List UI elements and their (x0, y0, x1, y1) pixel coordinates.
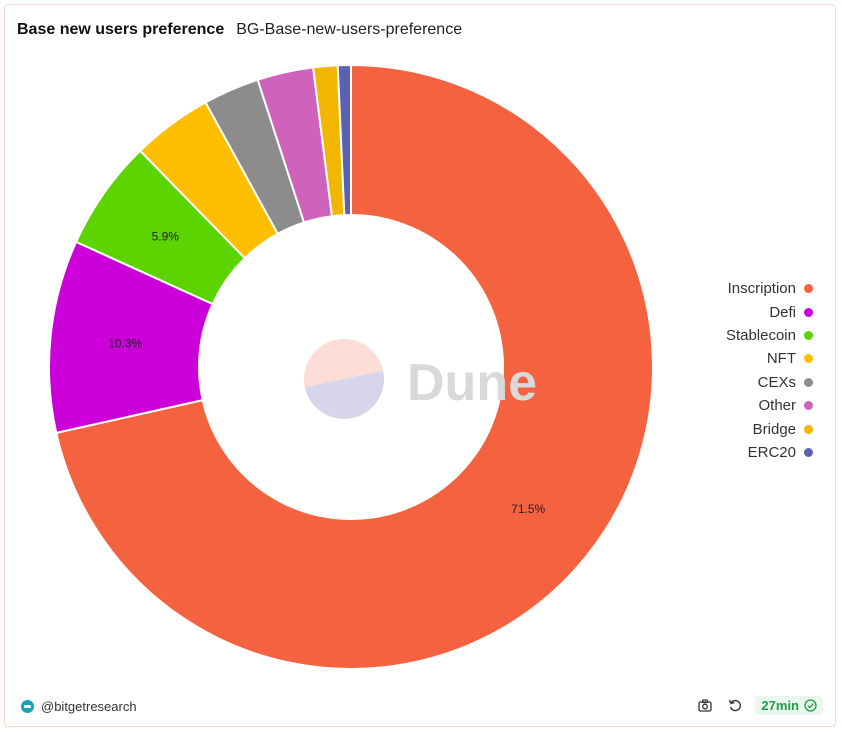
refresh-status-badge[interactable]: 27min (755, 695, 823, 715)
legend-item-nft[interactable]: NFT (767, 347, 813, 370)
legend-swatch (804, 307, 813, 317)
bitget-logo-icon (21, 700, 34, 713)
slice-inscription[interactable] (55, 63, 654, 670)
legend-swatch (804, 447, 813, 457)
author-handle: @bitgetresearch (41, 699, 137, 714)
slice-erc20[interactable] (336, 63, 352, 217)
chart-legend: Inscription Defi Stablecoin NFT CEXs Other Bri… (726, 277, 813, 464)
dune-watermark: Dune (304, 339, 537, 419)
refresh-status-text: 27min (761, 697, 799, 713)
legend-label: Inscription (727, 280, 796, 298)
legend-item-erc20[interactable]: ERC20 (748, 441, 813, 464)
chart-subtitle: BG-Base-new-users-preference (236, 21, 463, 38)
legend-item-cexs[interactable]: CEXs (758, 371, 813, 394)
legend-label: Stablecoin (725, 326, 796, 344)
chart-header: Base new users preference BG-Base-new-us… (17, 21, 462, 39)
chart-title: Base new users preference (17, 21, 225, 38)
legend-swatch (804, 354, 813, 364)
legend-label: Bridge (752, 420, 796, 438)
legend-item-bridge[interactable]: Bridge (753, 417, 813, 440)
legend-item-defi[interactable]: Defi (769, 300, 813, 323)
legend-label: Other (758, 397, 796, 415)
chart-card: Base new users preference BG-Base-new-us… (4, 4, 836, 727)
legend-label: ERC20 (747, 443, 796, 461)
slice-label-inscription: 71.5% (511, 502, 545, 516)
slice-label-defi: 10.3% (108, 337, 142, 351)
legend-swatch (804, 401, 813, 411)
author-credit[interactable]: @bitgetresearch (21, 699, 137, 714)
slice-labels: 71.5% 10.3% 5.9% (108, 229, 545, 515)
legend-swatch (804, 284, 813, 294)
legend-label: Defi (769, 303, 796, 321)
chart-actions: 27min (695, 695, 823, 715)
legend-swatch (804, 377, 813, 387)
legend-label: CEXs (757, 373, 796, 391)
donut-slices (48, 63, 654, 670)
legend-item-inscription[interactable]: Inscription (728, 277, 813, 300)
legend-label: NFT (766, 350, 796, 368)
legend-item-other[interactable]: Other (758, 394, 813, 417)
legend-swatch (804, 330, 813, 340)
legend-item-stablecoin[interactable]: Stablecoin (726, 324, 813, 347)
check-circle-icon (804, 698, 817, 712)
refresh-icon[interactable] (725, 695, 745, 715)
watermark-text: Dune (407, 354, 537, 412)
slice-label-stablecoin: 5.9% (152, 229, 180, 243)
legend-swatch (804, 424, 813, 434)
donut-chart: Dune 71.5% 10.3% 5.9% (48, 63, 654, 670)
camera-icon[interactable] (695, 695, 715, 715)
